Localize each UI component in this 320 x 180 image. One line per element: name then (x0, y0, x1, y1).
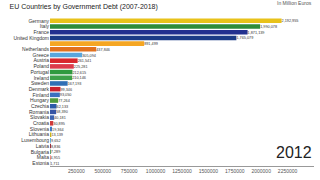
svg-text:261,541: 261,541 (78, 59, 92, 63)
svg-text:9,652: 9,652 (51, 139, 60, 143)
svg-text:Czechia: Czechia (31, 103, 49, 109)
svg-text:1,871,139: 1,871,139 (248, 31, 265, 35)
svg-text:93,050: 93,050 (60, 93, 72, 97)
svg-text:Netherlands: Netherlands (22, 46, 49, 52)
svg-text:212,615: 212,615 (72, 71, 86, 75)
svg-text:1,711: 1,711 (50, 162, 59, 166)
svg-text:Ireland: Ireland (34, 75, 50, 81)
svg-text:In Million Euros: In Million Euros (277, 0, 312, 6)
svg-text:40,181: 40,181 (54, 116, 66, 120)
svg-text:2250000: 2250000 (278, 168, 298, 174)
svg-text:Romania: Romania (29, 109, 49, 115)
svg-text:750000: 750000 (121, 168, 138, 174)
svg-text:19,364: 19,364 (52, 128, 64, 132)
svg-text:305,094: 305,094 (82, 54, 96, 58)
svg-text:Sweden: Sweden (31, 80, 49, 86)
svg-text:EU Countries by Government Deb: EU Countries by Government Debt (2007-20… (10, 3, 158, 11)
svg-text:2,192,955: 2,192,955 (282, 19, 299, 23)
svg-text:Latvia: Latvia (36, 143, 50, 149)
svg-text:1500000: 1500000 (199, 168, 219, 174)
svg-text:Bulgaria: Bulgaria (31, 149, 50, 155)
svg-text:Germany: Germany (28, 18, 49, 24)
svg-text:France: France (33, 29, 49, 35)
svg-text:Lithuania: Lithuania (29, 131, 50, 137)
svg-text:United Kingdom: United Kingdom (13, 35, 49, 41)
svg-text:1250000: 1250000 (172, 168, 192, 174)
svg-text:Denmark: Denmark (29, 86, 50, 92)
svg-text:1,990,078: 1,990,078 (260, 25, 277, 29)
svg-text:1,765,079: 1,765,079 (236, 36, 253, 40)
svg-text:Luxembourg: Luxembourg (21, 137, 49, 143)
svg-text:Croatia: Croatia (33, 120, 49, 126)
svg-text:Finland: Finland (33, 92, 50, 98)
svg-text:167,193: 167,193 (68, 82, 82, 86)
svg-text:Estonia: Estonia (32, 160, 49, 166)
svg-text:500000: 500000 (94, 168, 111, 174)
svg-text:2012: 2012 (276, 144, 312, 161)
svg-text:Austria: Austria (33, 57, 49, 63)
svg-text:250000: 250000 (68, 168, 85, 174)
svg-text:13,139: 13,139 (51, 133, 63, 137)
svg-text:891,499: 891,499 (144, 42, 158, 46)
svg-text:Poland: Poland (33, 63, 49, 69)
svg-text:Malta: Malta (37, 154, 49, 160)
svg-text:Slovenia: Slovenia (30, 126, 49, 132)
svg-text:Portugal: Portugal (30, 69, 49, 75)
svg-text:225,281: 225,281 (74, 65, 88, 69)
svg-text:99,346: 99,346 (61, 88, 73, 92)
svg-text:77,264: 77,264 (58, 99, 70, 103)
svg-text:Hungary: Hungary (30, 97, 49, 103)
svg-text:Italy: Italy (40, 23, 50, 29)
svg-text:210,146: 210,146 (72, 76, 86, 80)
svg-text:7,289: 7,289 (51, 150, 61, 154)
svg-text:Slovakia: Slovakia (30, 114, 49, 120)
svg-text:30,895: 30,895 (53, 122, 65, 126)
svg-text:1000000: 1000000 (146, 168, 166, 174)
svg-text:437,846: 437,846 (96, 48, 110, 52)
svg-text:2000000: 2000000 (251, 168, 271, 174)
svg-text:8,836: 8,836 (51, 145, 60, 149)
svg-text:Greece: Greece (33, 52, 50, 58)
svg-text:4,955: 4,955 (51, 156, 61, 160)
svg-text:58,390: 58,390 (56, 110, 68, 114)
svg-text:1750000: 1750000 (225, 168, 245, 174)
svg-text:62,133: 62,133 (57, 105, 69, 109)
